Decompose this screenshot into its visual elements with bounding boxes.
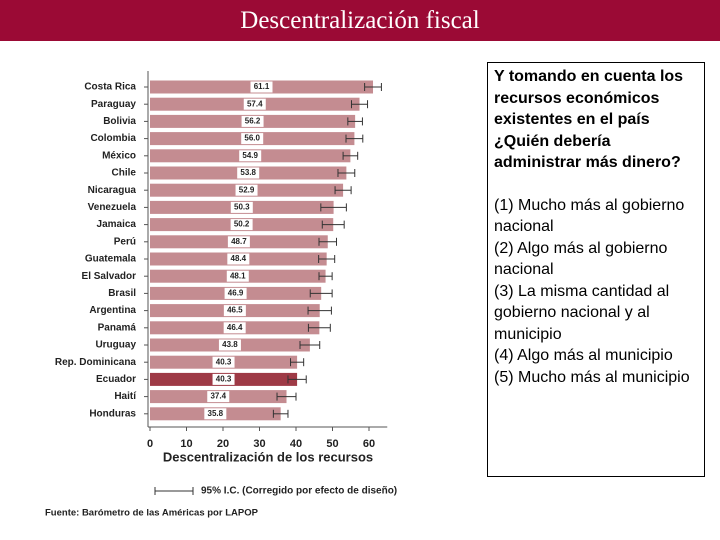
value-label-box (223, 305, 246, 317)
y-tick-label: Colombia (90, 133, 136, 144)
value-label: 53.8 (240, 168, 256, 177)
y-tick-label: Ecuador (96, 374, 136, 385)
x-tick-label: 30 (253, 438, 265, 450)
value-label: 35.8 (208, 409, 224, 418)
value-label-box (241, 115, 264, 127)
value-label: 52.9 (239, 185, 255, 194)
value-label-box (212, 373, 235, 385)
value-label-box (224, 287, 247, 299)
option: (5) Mucho más al municipio (494, 368, 690, 386)
value-label: 50.3 (234, 203, 250, 212)
question: Y tomando en cuenta los recursos económi… (494, 68, 684, 171)
option: (4) Algo más al municipio (494, 347, 673, 364)
value-label-box (218, 339, 241, 351)
y-tick-label: Honduras (89, 408, 136, 419)
value-label-box (212, 356, 235, 368)
value-label: 61.1 (254, 82, 270, 91)
value-label: 46.4 (227, 323, 243, 332)
value-label: 48.7 (231, 237, 247, 246)
value-label-box (204, 408, 227, 420)
y-tick-label: Perú (114, 236, 136, 247)
value-label-box (227, 253, 250, 265)
y-tick-label: El Salvador (82, 271, 137, 282)
value-label-box (226, 270, 249, 282)
x-tick-label: 0 (147, 438, 153, 450)
value-label: 54.9 (242, 151, 258, 160)
value-label: 40.3 (216, 375, 232, 384)
value-label-box (239, 150, 262, 162)
question-box: Y tomando en cuenta los recursos económi… (487, 62, 705, 477)
x-tick-label: 60 (363, 438, 375, 450)
value-label: 37.4 (210, 392, 226, 401)
value-label: 46.5 (227, 306, 243, 315)
value-label-box (241, 133, 264, 145)
y-tick-label: Panamá (98, 322, 137, 333)
x-tick-label: 20 (217, 438, 229, 450)
option: (2) Algo más al gobierno nacional (494, 239, 668, 279)
y-tick-label: Jamaica (97, 219, 137, 230)
value-label: 40.3 (216, 357, 232, 366)
value-label: 43.8 (222, 340, 238, 349)
value-label: 48.1 (230, 271, 246, 280)
y-tick-label: México (102, 150, 136, 161)
y-tick-label: Haití (114, 391, 137, 402)
option: (3) La misma cantidad al gobierno nacion… (494, 282, 670, 343)
y-tick-label: Nicaragua (88, 185, 137, 196)
value-label-box (250, 81, 273, 93)
value-label-box (230, 219, 253, 231)
value-label-box (230, 201, 253, 213)
slide-title: Descentralización fiscal (0, 0, 720, 41)
x-tick-label: 50 (326, 438, 338, 450)
y-tick-label: Chile (112, 168, 137, 179)
y-tick-label: Venezuela (88, 202, 137, 213)
y-tick-label: Argentina (89, 305, 136, 316)
legend-label: 95% I.C. (Corregido por efecto de diseño… (201, 486, 397, 497)
value-label: 56.2 (245, 117, 261, 126)
y-tick-label: Rep. Dominicana (55, 357, 137, 368)
value-label-box (223, 322, 246, 334)
value-label-box (227, 236, 250, 248)
x-tick-label: 40 (290, 438, 302, 450)
y-tick-label: Paraguay (91, 99, 136, 110)
x-axis-label: Descentralización de los recursos (163, 449, 373, 464)
value-label-box (235, 184, 258, 196)
value-label: 46.9 (228, 289, 244, 298)
option: (1) Mucho más al gobierno nacional (494, 196, 685, 236)
options: (1) Mucho más al gobierno nacional (2) Al… (494, 195, 698, 389)
value-label-box (237, 167, 260, 179)
y-tick-label: Costa Rica (84, 82, 136, 93)
y-tick-label: Uruguay (95, 340, 136, 351)
value-label: 48.4 (231, 254, 247, 263)
value-label: 50.2 (234, 220, 250, 229)
x-tick-label: 10 (180, 438, 192, 450)
y-tick-label: Bolivia (103, 116, 136, 127)
y-tick-label: Brasil (108, 288, 136, 299)
value-label-box (243, 98, 266, 110)
value-label-box (207, 391, 230, 403)
value-label: 57.4 (247, 99, 263, 108)
y-tick-label: Guatemala (85, 254, 137, 265)
source-note: Fuente: Barómetro de las Américas por LA… (45, 508, 259, 519)
value-label: 56.0 (244, 134, 260, 143)
